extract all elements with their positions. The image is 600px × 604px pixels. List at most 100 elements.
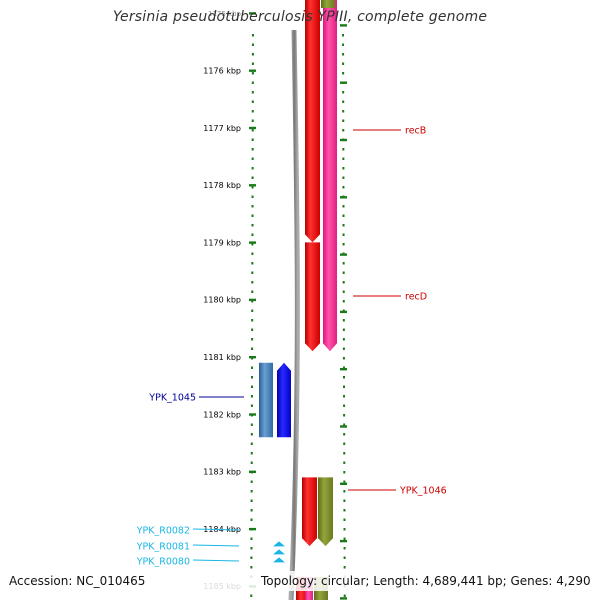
axis-dot-left — [251, 157, 254, 160]
tick-label: 1178 kbp — [203, 181, 241, 190]
axis-dot-right — [343, 395, 346, 398]
axis-dot-left — [250, 423, 253, 426]
axis-dot-left — [251, 53, 254, 56]
axis-dot-right — [343, 423, 346, 426]
tick-mark-minor — [340, 196, 347, 199]
axis-dot-left — [251, 81, 254, 84]
axis-dot-right — [342, 347, 345, 350]
gene-feature-YPK_1045-cog — [259, 362, 273, 438]
tick-mark — [249, 298, 256, 302]
axis-dot-left — [251, 186, 254, 189]
axis-dot-right — [343, 433, 346, 436]
axis-dot-right — [342, 119, 345, 122]
tick-mark-minor — [340, 24, 347, 27]
axis-dot-left — [251, 100, 254, 103]
axis-dot-left — [251, 262, 254, 265]
tick-mark — [249, 184, 256, 187]
axis-dot-right — [343, 594, 346, 597]
axis-dot-left — [251, 309, 254, 312]
axis-dot-right — [343, 566, 346, 569]
tick-mark-minor — [340, 597, 347, 600]
leader-line-YPK_R0080 — [192, 559, 240, 562]
axis-dot-right — [343, 490, 346, 493]
genome-title: Yersinia pseudotuberculosis YPIII, compl… — [112, 9, 488, 25]
tick-mark — [249, 69, 256, 72]
axis-dot-right — [343, 556, 346, 559]
axis-dot-left — [251, 43, 254, 46]
axis-dot-left — [250, 518, 253, 521]
axis-dot-right — [342, 243, 345, 246]
axis-dot-right — [342, 319, 345, 322]
axis-dot-right — [342, 300, 345, 303]
axis-dot-left — [250, 452, 253, 455]
axis-dot-left — [251, 366, 254, 369]
gene-feature-YPK_R0082 — [273, 541, 285, 547]
axis-dot-left — [251, 376, 254, 379]
tick-mark — [249, 356, 256, 359]
axis-dot-left — [251, 347, 254, 350]
gene-feature-recB — [305, 0, 320, 243]
axis-dot-left — [251, 119, 254, 122]
gene-feature-YPK_1045 — [277, 362, 291, 438]
axis-dot-right — [342, 357, 345, 360]
axis-dot-left — [251, 138, 254, 141]
axis-dot-right — [342, 176, 345, 179]
axis-dot-left — [251, 233, 254, 236]
gene-label-recB: recB — [405, 126, 426, 137]
axis-dot-right — [342, 148, 345, 151]
axis-dot-left — [251, 338, 254, 341]
tick-mark-minor — [340, 368, 347, 371]
axis-dot-left — [250, 594, 253, 597]
axis-dot-left — [251, 281, 254, 284]
axis-dot-right — [343, 547, 346, 550]
tick-label: 1179 kbp — [203, 238, 241, 247]
axis-dot-left — [251, 34, 254, 37]
tick-mark — [249, 241, 256, 244]
axis-dot-right — [343, 509, 346, 512]
gene-feature-YPK_R0080 — [273, 557, 285, 563]
axis-dot-right — [342, 376, 345, 379]
axis-dot-right — [343, 528, 346, 531]
tick-mark — [249, 12, 256, 15]
axis-dot-right — [343, 471, 346, 474]
axis-dot-right — [343, 537, 346, 540]
tick-mark-minor — [340, 253, 347, 256]
gene-label-YPK_R0081: YPK_R0081 — [136, 542, 190, 553]
axis-dot-right — [342, 205, 345, 208]
coordinate-axis: 1175 kbp 1176 kbp 1177 kbp 1178 kbp 1179 kbp… — [203, 10, 347, 600]
axis-dot-right — [342, 233, 345, 236]
gene-label-YPK_R0082: YPK_R0082 — [136, 526, 190, 537]
axis-dot-left — [251, 91, 254, 94]
axis-dot-right — [343, 385, 346, 388]
axis-dot-right — [342, 167, 345, 170]
leader-line-YPK_R0081 — [192, 544, 240, 547]
axis-dot-left — [250, 385, 253, 388]
axis-dot-right — [342, 157, 345, 160]
axis-dot-left — [251, 176, 254, 179]
axis-dot-left — [250, 461, 253, 464]
gene-feature-YPK_R0081 — [273, 549, 285, 555]
axis-dot-right — [343, 499, 346, 502]
tick-mark-minor — [340, 138, 347, 142]
axis-dot-right — [342, 224, 345, 227]
tick-label: 1175 kbp — [208, 10, 242, 18]
axis-dot-left — [251, 195, 254, 198]
axis-dot-right — [342, 186, 345, 189]
tick-label: 1176 kbp — [203, 67, 241, 76]
tick-mark-minor — [340, 539, 347, 543]
axis-dot-right — [342, 281, 345, 284]
axis-dot-right — [343, 518, 346, 521]
axis-dot-right — [342, 110, 345, 113]
gene-label-recD: recD — [405, 292, 427, 303]
gene-label-YPK_1045: YPK_1045 — [148, 393, 196, 404]
gene-labels: recB recD YPK_1045 YPK_1046 YPK_R0082 YPK_R00… — [136, 126, 447, 568]
axis-dot-right — [342, 62, 345, 65]
axis-dot-left — [250, 404, 253, 407]
axis-dot-right — [342, 53, 345, 56]
axis-dot-left — [251, 148, 254, 151]
axis-dot-left — [250, 442, 253, 445]
axis-dot-right — [342, 214, 345, 217]
tick-label: 1182 kbp — [203, 410, 241, 419]
axis-dot-left — [251, 62, 254, 65]
